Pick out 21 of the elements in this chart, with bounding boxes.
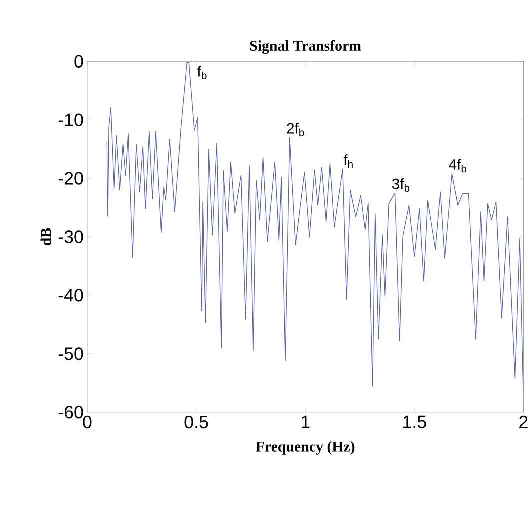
- annotation: 2f$_{b}$: [287, 122, 304, 137]
- x-tick-label: 1.5: [404, 416, 426, 428]
- y-axis-title: dB: [40, 228, 52, 246]
- y-tick-label: -30: [58, 230, 84, 244]
- annotation: f$_{h}$: [344, 154, 353, 168]
- chart-title: Signal Transform: [250, 40, 362, 54]
- annotation: 4f$_{b}$: [449, 159, 467, 173]
- annotation: f$_{b}$: [197, 66, 207, 80]
- y-tick-label: 0: [74, 55, 84, 68]
- x-tick-label: 1: [302, 416, 310, 428]
- y-tick-label: -10: [58, 114, 84, 126]
- line-series: [106, 62, 524, 393]
- y-tick-label: -40: [58, 289, 84, 302]
- x-tick-label: 0.5: [184, 416, 208, 429]
- y-tick-label: -60: [58, 406, 84, 419]
- y-tick-label: -50: [58, 348, 84, 360]
- x-tick-label: 0: [83, 416, 92, 429]
- x-axis-title: Frequency (Hz): [256, 441, 355, 456]
- annotation: 3f$_{b}$: [392, 178, 410, 192]
- y-tick-label: -20: [58, 172, 84, 185]
- x-tick-label: 2: [520, 416, 528, 428]
